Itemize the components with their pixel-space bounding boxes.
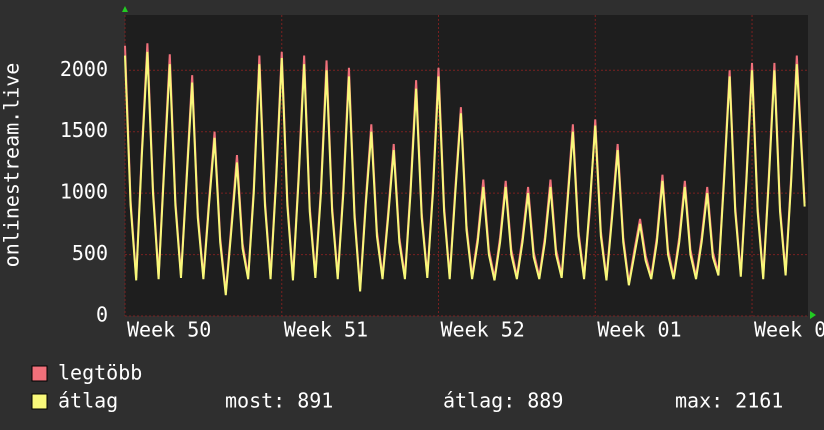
x-tick-label: Week 0: [754, 318, 824, 342]
legend-swatch: [31, 393, 48, 410]
y-tick-label: 1000: [60, 180, 108, 204]
x-tick-label: Week 50: [127, 318, 211, 342]
axis-arrow: [810, 311, 816, 319]
stat-label: most:: [225, 389, 285, 413]
x-tick-label: Week 01: [597, 318, 681, 342]
y-axis-label: onlinestream.live: [0, 63, 24, 268]
stat-value: 2161: [735, 389, 783, 413]
legend-label: legtöbb: [58, 361, 142, 385]
y-tick-label: 1500: [60, 118, 108, 142]
stat-value: 891: [297, 389, 333, 413]
legend-label: átlag: [58, 389, 118, 413]
y-tick-label: 2000: [60, 57, 108, 81]
stat-value: 889: [527, 389, 563, 413]
stat-label: átlag:: [443, 389, 515, 413]
y-tick-label: 0: [96, 303, 108, 327]
x-tick-label: Week 51: [284, 318, 368, 342]
axis-arrow: [122, 6, 128, 12]
legend-swatch: [31, 365, 48, 382]
x-tick-label: Week 52: [441, 318, 525, 342]
y-tick-label: 500: [72, 241, 108, 265]
stat-label: max:: [675, 389, 723, 413]
series-line: [124, 51, 806, 296]
